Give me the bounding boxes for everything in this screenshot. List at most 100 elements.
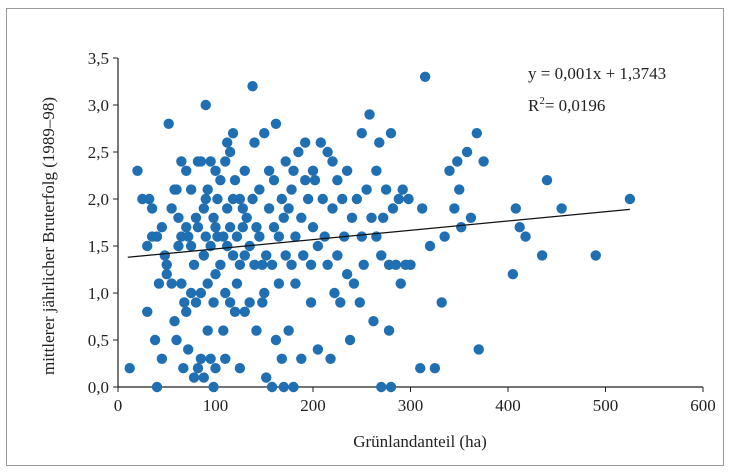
data-point: [329, 287, 340, 299]
data-point: [261, 372, 272, 383]
data-point: [215, 259, 226, 270]
data-point: [317, 193, 328, 205]
data-point: [322, 259, 333, 270]
data-point: [417, 203, 428, 214]
data-point: [510, 203, 521, 214]
x-tick-label: 500: [593, 396, 619, 415]
data-point: [405, 259, 416, 270]
data-point: [273, 231, 285, 242]
data-point: [436, 297, 447, 308]
data-point: [415, 363, 426, 374]
data-point: [222, 137, 233, 148]
data-point: [283, 203, 294, 214]
data-point: [337, 193, 348, 205]
data-point: [590, 250, 601, 261]
data-point: [188, 372, 200, 383]
data-point: [348, 278, 360, 289]
data-point: [254, 184, 265, 195]
y-tick-label: 1,5: [88, 237, 109, 256]
data-point: [227, 128, 239, 139]
r-squared-symbol: R: [528, 96, 540, 115]
data-point: [198, 372, 209, 383]
x-tick-label: 0: [114, 396, 123, 415]
data-point: [296, 212, 307, 223]
data-point: [293, 146, 304, 158]
data-point: [210, 269, 221, 280]
data-point: [257, 259, 268, 270]
x-tick-label: 400: [495, 396, 521, 415]
y-tick-label: 0,5: [88, 331, 109, 350]
y-tick-label: 2,5: [88, 143, 109, 162]
data-point: [366, 212, 377, 223]
data-point: [266, 259, 278, 270]
data-point: [192, 222, 204, 233]
data-point: [251, 222, 262, 233]
data-point: [397, 184, 408, 195]
data-point: [231, 231, 243, 242]
data-point: [210, 363, 221, 374]
data-point: [173, 240, 184, 252]
data-point: [200, 231, 211, 242]
data-point: [341, 165, 353, 176]
data-point: [210, 165, 221, 176]
data-point: [224, 222, 236, 233]
data-point: [198, 250, 209, 261]
data-point: [335, 297, 346, 308]
data-point: [198, 203, 209, 214]
data-point: [385, 381, 397, 393]
data-point: [371, 165, 382, 176]
data-point: [169, 316, 180, 327]
data-point: [234, 363, 246, 374]
data-point: [354, 297, 365, 308]
data-point: [270, 118, 282, 129]
data-point: [378, 212, 389, 223]
data-point: [153, 278, 165, 289]
data-point: [270, 334, 282, 346]
data-point: [171, 334, 182, 346]
data-point: [424, 240, 436, 252]
data-point: [200, 99, 211, 111]
data-point: [361, 184, 372, 195]
data-point: [185, 240, 197, 252]
data-point: [454, 184, 465, 195]
data-point: [212, 193, 223, 205]
data-point: [312, 344, 324, 355]
data-point: [263, 165, 275, 176]
data-point: [239, 250, 250, 261]
r-squared-value: = 0,0196: [545, 96, 606, 115]
data-point: [161, 269, 172, 280]
data-point: [192, 363, 204, 374]
data-point: [239, 165, 250, 176]
data-point: [403, 193, 414, 205]
data-point: [374, 137, 385, 148]
data-point: [268, 175, 280, 186]
data-point: [142, 306, 153, 317]
data-point: [176, 156, 187, 167]
chart-axes: 0,0 0,5 1,0 1,5 2,0 2,5 3,0 3,5 0 100 200 300 400 500…: [88, 49, 716, 415]
data-point: [205, 353, 216, 364]
data-point: [244, 297, 255, 308]
data-point: [222, 203, 233, 214]
data-point: [514, 222, 525, 233]
data-point: [315, 137, 326, 148]
data-point: [536, 250, 548, 261]
data-point: [541, 175, 553, 186]
data-point: [261, 250, 272, 261]
data-point: [390, 259, 402, 270]
data-point: [520, 231, 531, 242]
data-point: [185, 184, 197, 195]
data-point: [556, 203, 567, 214]
data-point: [376, 381, 387, 393]
data-point: [208, 381, 219, 393]
data-point: [195, 287, 207, 299]
data-point: [286, 184, 297, 195]
data-point: [247, 193, 258, 205]
data-point: [195, 353, 207, 364]
data-point: [273, 278, 285, 289]
data-point: [181, 165, 192, 176]
data-point: [368, 316, 379, 327]
data-point: [327, 203, 338, 214]
data-point: [215, 175, 226, 186]
data-point: [471, 128, 482, 139]
